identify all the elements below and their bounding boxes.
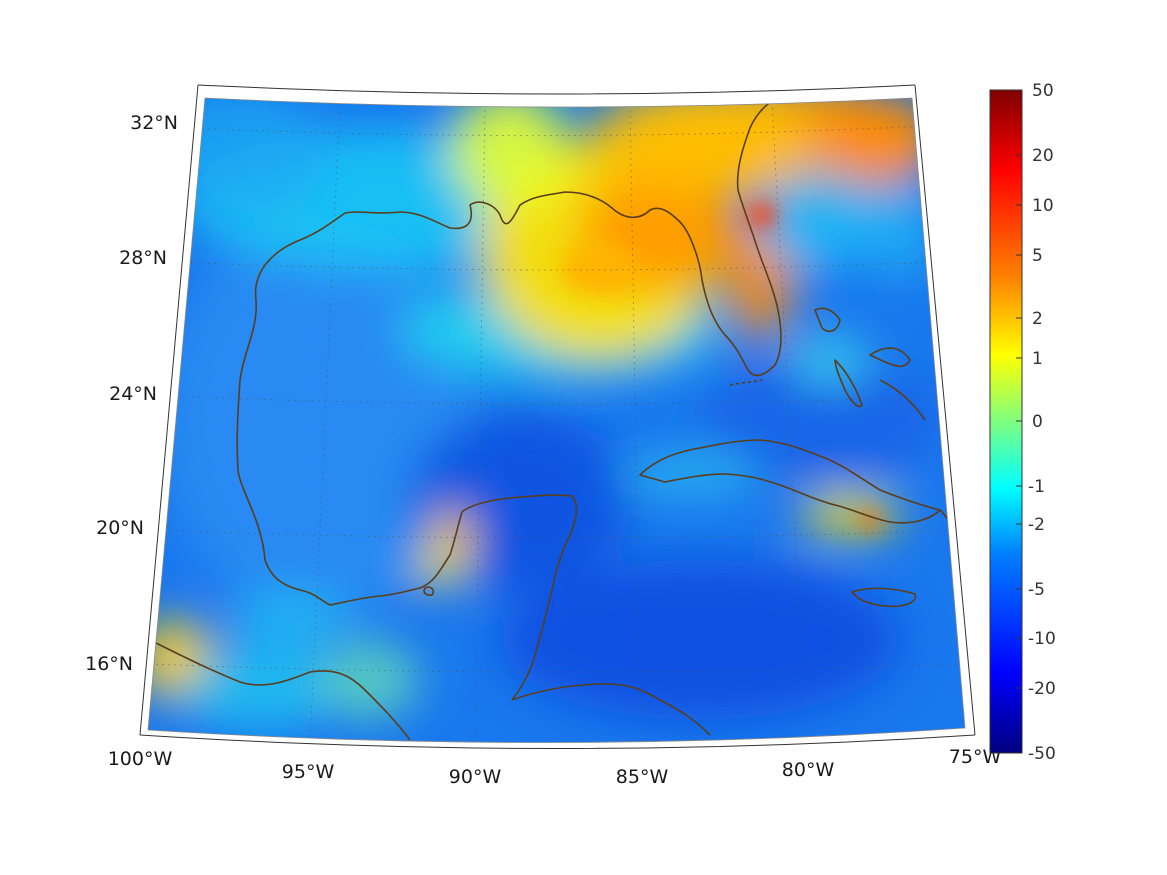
lat-label-32: 32°N (130, 112, 178, 134)
colorbar-label-50: 50 (1032, 81, 1054, 101)
colorbar-label-minus50: -50 (1028, 744, 1056, 764)
lon-label-90w: 90°W (449, 766, 502, 788)
colorbar-label-minus10: -10 (1028, 629, 1056, 649)
lat-label-24: 24°N (109, 383, 157, 405)
lon-label-95w: 95°W (282, 761, 335, 783)
colorbar-label-2: 2 (1032, 309, 1043, 329)
data-field (148, 98, 965, 743)
lat-label-28: 28°N (119, 247, 167, 269)
colorbar-label-minus5: -5 (1028, 580, 1045, 600)
longitude-labels: 100°W 95°W 90°W 85°W 80°W 75°W (108, 746, 1002, 788)
colorbar-label-minus20: -20 (1028, 679, 1056, 699)
colorbar-label-0: 0 (1032, 412, 1043, 432)
lon-label-80w: 80°W (782, 759, 835, 781)
colorbar-label-20: 20 (1032, 146, 1054, 166)
colorbar-label-5: 5 (1032, 246, 1043, 266)
colorbar-label-10: 10 (1032, 196, 1054, 216)
lat-label-20: 20°N (96, 517, 144, 539)
coastlines (149, 98, 961, 741)
latitude-labels: 32°N 28°N 24°N 20°N 16°N (85, 112, 178, 675)
colorbar-label-minus1: -1 (1028, 477, 1045, 497)
lon-label-85w: 85°W (616, 766, 669, 788)
lon-label-100w: 100°W (108, 748, 173, 770)
colorbar-label-1: 1 (1032, 349, 1043, 369)
colorbar-label-minus2: -2 (1028, 515, 1045, 535)
graticule (149, 99, 963, 743)
colorbar: 50 20 10 5 2 1 0 -1 -2 -5 -10 -20 -50 (989, 81, 1056, 764)
lon-label-75w: 75°W (949, 746, 1002, 768)
map-frame (139, 84, 976, 749)
colorbar-ticks (1016, 154, 1022, 689)
lat-label-16: 16°N (85, 653, 133, 675)
